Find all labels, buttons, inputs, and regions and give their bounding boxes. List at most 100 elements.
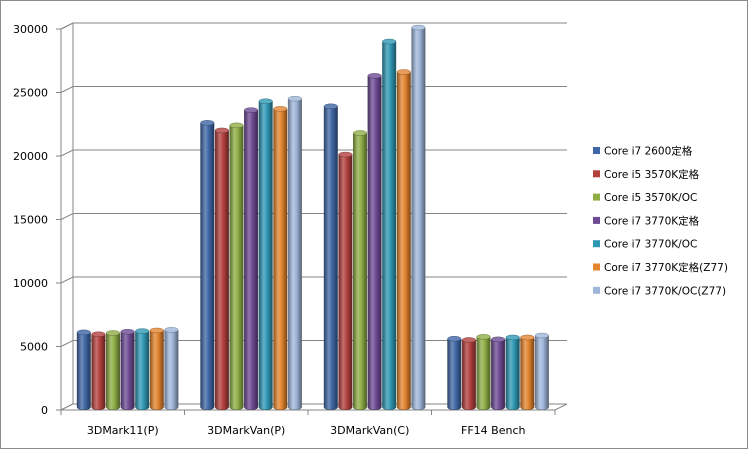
bar-body xyxy=(135,330,150,410)
bar-top xyxy=(273,106,288,112)
bar-body xyxy=(534,335,549,410)
bar-top xyxy=(505,334,520,341)
bar-body xyxy=(149,330,164,410)
bar xyxy=(382,38,397,410)
bar-body xyxy=(258,101,273,410)
bar-body xyxy=(229,125,244,410)
bar-top xyxy=(411,24,426,31)
legend-item: Core i7 3770K/OC(Z77) xyxy=(593,285,726,297)
bar-top xyxy=(534,332,549,339)
bar xyxy=(149,327,164,410)
legend-label: Core i7 3770K定格 xyxy=(604,214,700,227)
bar-top xyxy=(323,103,338,110)
bar xyxy=(323,103,338,410)
y-tick-label: 15000 xyxy=(13,214,48,227)
bar xyxy=(367,73,382,410)
bar-body xyxy=(461,339,476,410)
bar xyxy=(76,329,91,410)
bar xyxy=(353,130,367,410)
bar-body xyxy=(476,336,491,410)
legend-swatch xyxy=(593,240,600,248)
x-axis-category-labels: 3DMark11(P) 3DMarkVan(P) 3DMarkVan(C) FF14 … xyxy=(87,424,526,437)
bar-body xyxy=(200,122,215,410)
y-tick-label: 10000 xyxy=(13,277,48,290)
bar-top xyxy=(164,327,179,333)
bar xyxy=(396,69,411,410)
bar-body xyxy=(447,338,462,410)
bar-body xyxy=(120,331,135,410)
legend-item: Core i7 3770K定格 xyxy=(593,214,700,227)
bar-top xyxy=(476,334,491,340)
legend-label: Core i5 3570K定格 xyxy=(604,168,700,181)
bar-top xyxy=(91,331,106,337)
bar-top xyxy=(287,95,302,102)
legend-swatch xyxy=(593,286,600,294)
legend-item: Core i7 3770K定格(Z77) xyxy=(593,261,728,274)
bar-top xyxy=(149,327,164,334)
bar xyxy=(287,95,302,410)
legend-item: Core i5 3570K定格 xyxy=(593,168,700,181)
legend-swatch xyxy=(593,170,600,178)
gridline xyxy=(60,22,567,30)
y-tick-label: 0 xyxy=(41,404,48,417)
bar-top xyxy=(338,151,353,158)
x-category-label: 3DMark11(P) xyxy=(87,424,159,437)
bar-body xyxy=(520,337,535,410)
bar-top xyxy=(491,336,506,343)
bar-body xyxy=(323,106,338,410)
bar xyxy=(411,24,426,410)
bar-top xyxy=(200,120,215,126)
y-tick-label: 25000 xyxy=(13,87,48,100)
legend-swatch xyxy=(593,147,600,154)
bar xyxy=(273,106,288,410)
bar-body xyxy=(214,130,229,410)
floor xyxy=(60,403,568,411)
bar-body xyxy=(367,75,382,410)
bar xyxy=(135,328,150,410)
legend-label: Core i7 3770K定格(Z77) xyxy=(604,261,728,274)
legend-label: Core i5 3570K/OC xyxy=(604,192,697,204)
bar-top xyxy=(135,328,150,334)
bar xyxy=(200,120,215,410)
bar-body xyxy=(76,332,91,410)
bar-top xyxy=(353,130,367,136)
bar-top xyxy=(367,73,382,79)
legend-swatch xyxy=(593,193,600,201)
legend-label: Core i7 3770K/OC xyxy=(604,239,697,251)
bar xyxy=(258,98,273,410)
bar-body xyxy=(338,154,353,410)
bar-body xyxy=(411,27,426,410)
bar xyxy=(476,334,491,410)
bar-top xyxy=(447,336,462,342)
bar-body xyxy=(505,337,520,410)
bar-top xyxy=(396,69,411,75)
legend-item: Core i7 3770K/OC xyxy=(593,239,697,251)
bar xyxy=(461,337,476,410)
bar xyxy=(338,151,353,410)
bar xyxy=(505,334,520,410)
bar xyxy=(91,331,106,410)
bar-body xyxy=(273,108,288,410)
bar-body xyxy=(491,339,506,410)
bars xyxy=(76,24,549,410)
bar xyxy=(229,122,244,410)
y-tick-label: 5000 xyxy=(20,341,48,354)
bar-body xyxy=(164,329,179,410)
bar xyxy=(520,334,535,410)
bar xyxy=(534,332,549,410)
bar-body xyxy=(353,132,367,410)
bar xyxy=(164,327,179,410)
bar xyxy=(214,127,229,410)
bar xyxy=(491,336,506,410)
bar-top xyxy=(382,38,397,45)
legend-swatch xyxy=(593,216,600,224)
bar-top xyxy=(258,98,273,104)
bar-top xyxy=(461,337,476,343)
bar-top xyxy=(229,122,244,129)
bar xyxy=(447,336,462,410)
bar-top xyxy=(214,127,229,134)
bar-top xyxy=(120,329,135,335)
legend-item: Core i5 3570K/OC xyxy=(593,192,697,204)
